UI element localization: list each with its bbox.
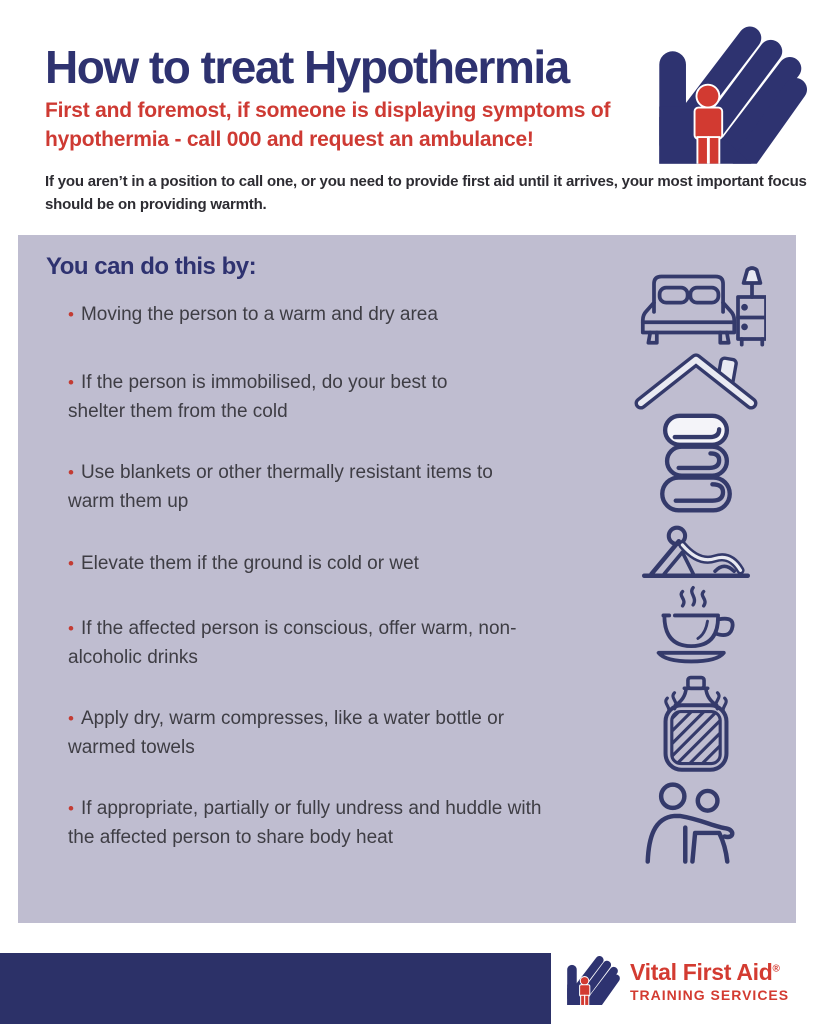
bullet-dot: • [68,799,74,818]
registered-mark: ® [772,963,780,975]
bullet-dot: • [68,619,74,638]
bullet-dot: • [68,305,74,324]
advice-text: If the affected person is conscious, off… [68,618,517,668]
intro-text: If you aren’t in a position to call one,… [45,173,807,214]
advice-text: Use blankets or other thermally resistan… [68,462,493,512]
shelter-roof-icon [618,351,774,411]
advice-text: Moving the person to a warm and dry area [80,304,438,325]
emergency-callout: First and foremost, if someone is displa… [45,99,611,151]
advice-item: • Use blankets or other thermally resista… [68,459,538,516]
advice-item: • Elevate them if the ground is cold or w… [68,550,538,579]
advice-text: Elevate them if the ground is cold or we… [80,553,419,574]
hand-person-logo-small-icon [562,956,620,1007]
huddle-icon [618,781,774,867]
brand-name: Vital First Aid® [630,959,780,986]
footer-logo: Vital First Aid® TRAINING SERVICES [562,956,789,1007]
hand-person-logo-icon [645,26,807,170]
advice-item: • If the person is immobilised, do your b… [68,369,503,426]
advice-item: • If the affected person is conscious, of… [68,615,538,672]
bullet-dot: • [68,554,74,573]
brand-tagline: TRAINING SERVICES [630,986,790,1003]
bullet-dot: • [68,709,74,728]
blankets-icon [618,411,774,519]
lounger-icon [618,523,774,585]
page-title: How to treat Hypothermia [45,41,570,93]
panel-heading: You can do this by: [46,253,257,280]
hot-water-bottle-icon [618,673,774,777]
advice-text: Apply dry, warm compresses, like a water… [68,708,505,758]
hot-drink-icon [618,583,774,669]
advice-text: If the person is immobilised, do your be… [68,372,448,422]
bullet-dot: • [68,463,74,482]
advice-text: If appropriate, partially or fully undre… [68,798,542,848]
footer-bar [0,953,551,1024]
advice-item: • If appropriate, partially or fully undr… [68,795,573,852]
advice-item: • Moving the person to a warm and dry are… [68,301,538,330]
bullet-dot: • [68,373,74,392]
advice-item: • Apply dry, warm compresses, like a wate… [68,705,538,762]
advice-panel: You can do this by: • Moving the person t… [18,235,796,923]
bed-icon [618,259,774,349]
